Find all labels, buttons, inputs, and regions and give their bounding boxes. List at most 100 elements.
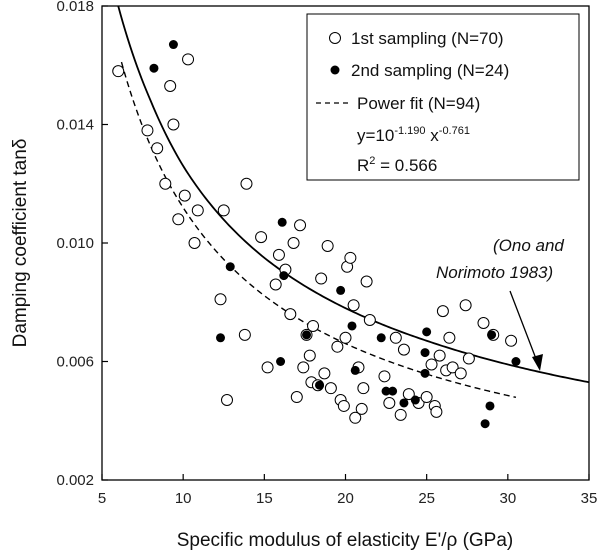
annotation-arrow-head: [532, 354, 543, 371]
point-1st-sampling: [217, 204, 230, 217]
point-1st-sampling: [425, 358, 438, 371]
legend-marker-open-circle: [329, 32, 341, 44]
legend: 1st sampling (N=70) 2nd sampling (N=24) …: [306, 13, 580, 181]
point-2nd-sampling: [225, 262, 235, 272]
x-axis-title: Specific modulus of elasticity E'/ρ (GPa…: [177, 530, 514, 551]
point-2nd-sampling: [422, 327, 432, 337]
point-1st-sampling: [394, 408, 407, 421]
point-2nd-sampling: [388, 386, 398, 396]
point-1st-sampling: [238, 328, 251, 341]
legend-entry-1st-sampling: 1st sampling (N=70): [351, 29, 504, 48]
ono-norimoto-curve: [117, 5, 590, 384]
point-2nd-sampling: [511, 357, 521, 366]
point-1st-sampling: [397, 343, 410, 356]
point-2nd-sampling: [216, 333, 226, 343]
point-1st-sampling: [339, 331, 352, 344]
point-1st-sampling: [188, 237, 201, 249]
point-1st-sampling: [363, 314, 376, 327]
equation-mid: x: [426, 126, 440, 145]
point-1st-sampling: [318, 367, 331, 380]
legend-equation: y=10-1.190 x-0.761: [357, 125, 470, 145]
point-1st-sampling: [240, 177, 253, 190]
equation-prefix: y=10: [357, 126, 394, 145]
point-2nd-sampling: [381, 386, 391, 396]
point-1st-sampling: [505, 334, 518, 347]
x-tick-label: 25: [418, 490, 435, 507]
point-1st-sampling: [172, 213, 185, 226]
point-2nd-sampling: [420, 348, 430, 358]
point-1st-sampling: [261, 361, 274, 374]
point-2nd-sampling: [420, 368, 430, 378]
plot-marks: [112, 5, 590, 429]
y-axis-title: Damping coefficient tanδ: [10, 139, 31, 348]
point-1st-sampling: [433, 349, 446, 362]
point-2nd-sampling: [485, 401, 495, 411]
point-1st-sampling: [164, 79, 177, 92]
point-2nd-sampling: [302, 330, 312, 340]
point-1st-sampling: [389, 331, 402, 344]
x-tick-label: 20: [337, 490, 354, 507]
point-1st-sampling: [430, 405, 443, 418]
legend-entry-power-fit: Power fit (N=94): [357, 94, 480, 113]
y-tick-label: 0.010: [56, 235, 94, 252]
y-tick-label: 0.018: [56, 0, 94, 15]
point-1st-sampling: [112, 65, 125, 78]
point-1st-sampling: [378, 370, 391, 383]
point-1st-sampling: [284, 308, 297, 321]
equation-exponent-1: -1.190: [394, 125, 425, 137]
point-1st-sampling: [347, 299, 360, 312]
point-1st-sampling: [324, 382, 337, 395]
point-1st-sampling: [462, 352, 475, 365]
point-1st-sampling: [307, 319, 320, 332]
r2-value: = 0.566: [375, 156, 437, 175]
r2-superscript: 2: [369, 155, 375, 167]
point-1st-sampling: [454, 367, 467, 380]
point-2nd-sampling: [279, 271, 289, 281]
point-2nd-sampling: [487, 330, 497, 340]
point-2nd-sampling: [276, 357, 286, 366]
annotation-line-2: Norimoto 1983): [436, 263, 553, 282]
y-tick-label: 0.006: [56, 354, 94, 371]
point-1st-sampling: [269, 278, 282, 291]
legend-box: [306, 13, 580, 181]
point-1st-sampling: [477, 316, 490, 329]
x-tick-label: 15: [256, 490, 273, 507]
y-tick-label: 0.014: [56, 117, 94, 134]
point-2nd-sampling: [399, 398, 409, 408]
power-fit-curve: [120, 61, 517, 398]
point-1st-sampling: [420, 391, 433, 404]
point-1st-sampling: [402, 388, 415, 401]
x-tick-label: 10: [175, 490, 192, 507]
legend-entry-2nd-sampling: 2nd sampling (N=24): [351, 61, 509, 80]
point-1st-sampling: [357, 382, 370, 395]
point-2nd-sampling: [336, 285, 346, 295]
point-1st-sampling: [315, 272, 328, 285]
point-1st-sampling: [167, 118, 180, 131]
point-1st-sampling: [344, 251, 357, 264]
point-2nd-sampling: [376, 333, 386, 343]
point-2nd-sampling: [480, 419, 490, 429]
point-1st-sampling: [337, 399, 350, 412]
point-1st-sampling: [214, 293, 227, 306]
point-1st-sampling: [349, 411, 362, 424]
point-2nd-sampling: [277, 217, 287, 227]
point-1st-sampling: [446, 361, 459, 374]
x-tick-label: 5: [98, 490, 106, 507]
point-2nd-sampling: [315, 380, 325, 390]
point-1st-sampling: [178, 189, 191, 202]
plot-frame: [101, 5, 590, 481]
point-1st-sampling: [141, 124, 154, 137]
x-tick-label: 35: [581, 490, 598, 507]
y-tick-label: 0.002: [56, 472, 94, 489]
point-1st-sampling: [272, 248, 285, 261]
point-1st-sampling: [290, 391, 303, 404]
point-1st-sampling: [159, 177, 172, 190]
point-2nd-sampling: [347, 321, 357, 331]
point-1st-sampling: [383, 396, 396, 409]
x-tick-label: 30: [499, 490, 516, 507]
annotation-arrow-line: [509, 290, 539, 365]
point-1st-sampling: [436, 305, 449, 318]
point-1st-sampling: [443, 331, 456, 344]
r2-prefix: R: [357, 156, 369, 175]
